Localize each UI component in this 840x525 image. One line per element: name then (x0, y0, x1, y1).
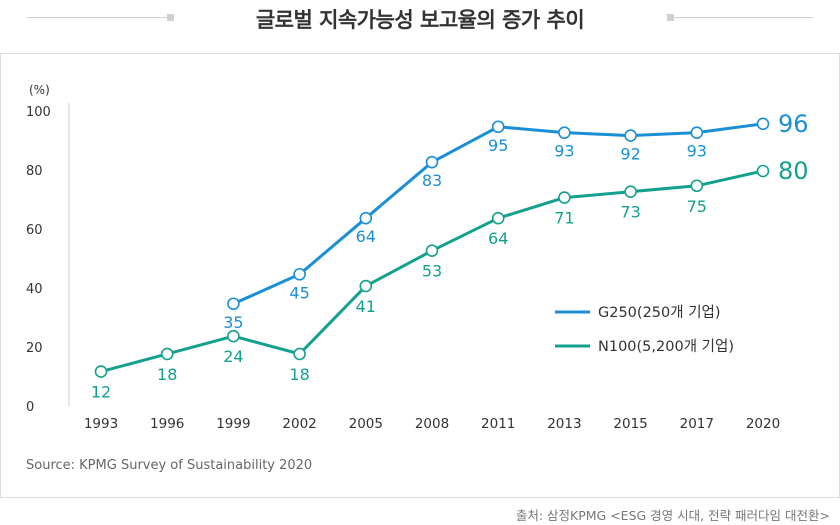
x-tick-label: 2020 (746, 416, 780, 432)
data-label: 18 (289, 365, 309, 384)
credit-note: 출처: 삼정KPMG <ESG 경영 시대, 전략 패러다임 대전환> (515, 508, 830, 523)
y-tick-label: 80 (26, 164, 43, 179)
data-point (491, 120, 505, 134)
data-point (359, 211, 373, 225)
data-point (293, 267, 306, 281)
data-point (690, 126, 704, 139)
x-tick-label: 2008 (415, 416, 449, 432)
y-tick-label: 100 (26, 105, 51, 120)
x-tick-label: 2011 (481, 416, 515, 432)
data-label: 83 (422, 171, 442, 190)
title-divider-left (27, 17, 167, 18)
title-bullet-left (167, 14, 174, 21)
data-label: 18 (157, 365, 177, 384)
data-label: 64 (356, 227, 376, 246)
data-label: 92 (620, 145, 640, 164)
page-title: 글로벌 지속가능성 보고율의 증가 추이 (255, 8, 585, 32)
data-point (491, 211, 505, 225)
data-label: 45 (289, 283, 309, 302)
data-label: 71 (554, 209, 574, 228)
data-point (160, 347, 174, 361)
y-tick-label: 0 (26, 400, 34, 415)
x-tick-label: 1996 (150, 416, 184, 432)
data-label: 64 (488, 229, 508, 248)
data-label: 96 (778, 110, 809, 138)
data-point (425, 155, 439, 169)
data-point (756, 117, 770, 131)
data-point (558, 191, 571, 204)
x-tick-label: 1999 (216, 416, 250, 432)
data-label: 73 (620, 203, 640, 222)
data-label: 53 (422, 262, 442, 281)
x-tick-label: 2002 (282, 416, 316, 432)
y-tick-label: 60 (26, 223, 43, 238)
y-axis-label: (%) (29, 83, 50, 97)
data-label: 93 (554, 142, 574, 161)
data-label: 24 (223, 347, 243, 366)
data-point (425, 244, 439, 257)
data-point (624, 129, 637, 142)
x-tick-label: 2013 (547, 416, 581, 432)
data-point (293, 347, 306, 361)
data-point (94, 365, 108, 378)
title-bullet-right (667, 14, 674, 21)
legend-label: G250(250개 기업) (598, 304, 721, 321)
title-row: 글로벌 지속가능성 보고율의 증가 추이 (0, 0, 840, 38)
x-tick-label: 2015 (613, 416, 647, 432)
data-label: 95 (488, 136, 508, 155)
x-tick-label: 2005 (349, 416, 383, 432)
data-label: 75 (687, 197, 707, 216)
data-label: 35 (223, 313, 243, 332)
y-tick-label: 20 (26, 341, 43, 356)
title-divider-right (671, 17, 813, 18)
x-tick-label: 2017 (680, 416, 714, 432)
data-label: 41 (356, 297, 376, 316)
data-point (227, 297, 240, 311)
chart-panel (0, 53, 840, 498)
data-label: 80 (778, 157, 809, 185)
y-tick-label: 40 (26, 282, 43, 297)
data-point (558, 126, 571, 139)
source-note: Source: KPMG Survey of Sustainability 20… (26, 458, 313, 473)
data-point (756, 164, 770, 178)
x-tick-label: 1993 (84, 416, 118, 432)
data-label: 12 (91, 383, 111, 402)
data-point (690, 179, 704, 193)
legend-label: N100(5,200개 기업) (598, 338, 734, 355)
data-label: 93 (687, 142, 707, 161)
data-point (359, 279, 373, 293)
data-point (624, 185, 637, 198)
data-point (227, 329, 240, 343)
